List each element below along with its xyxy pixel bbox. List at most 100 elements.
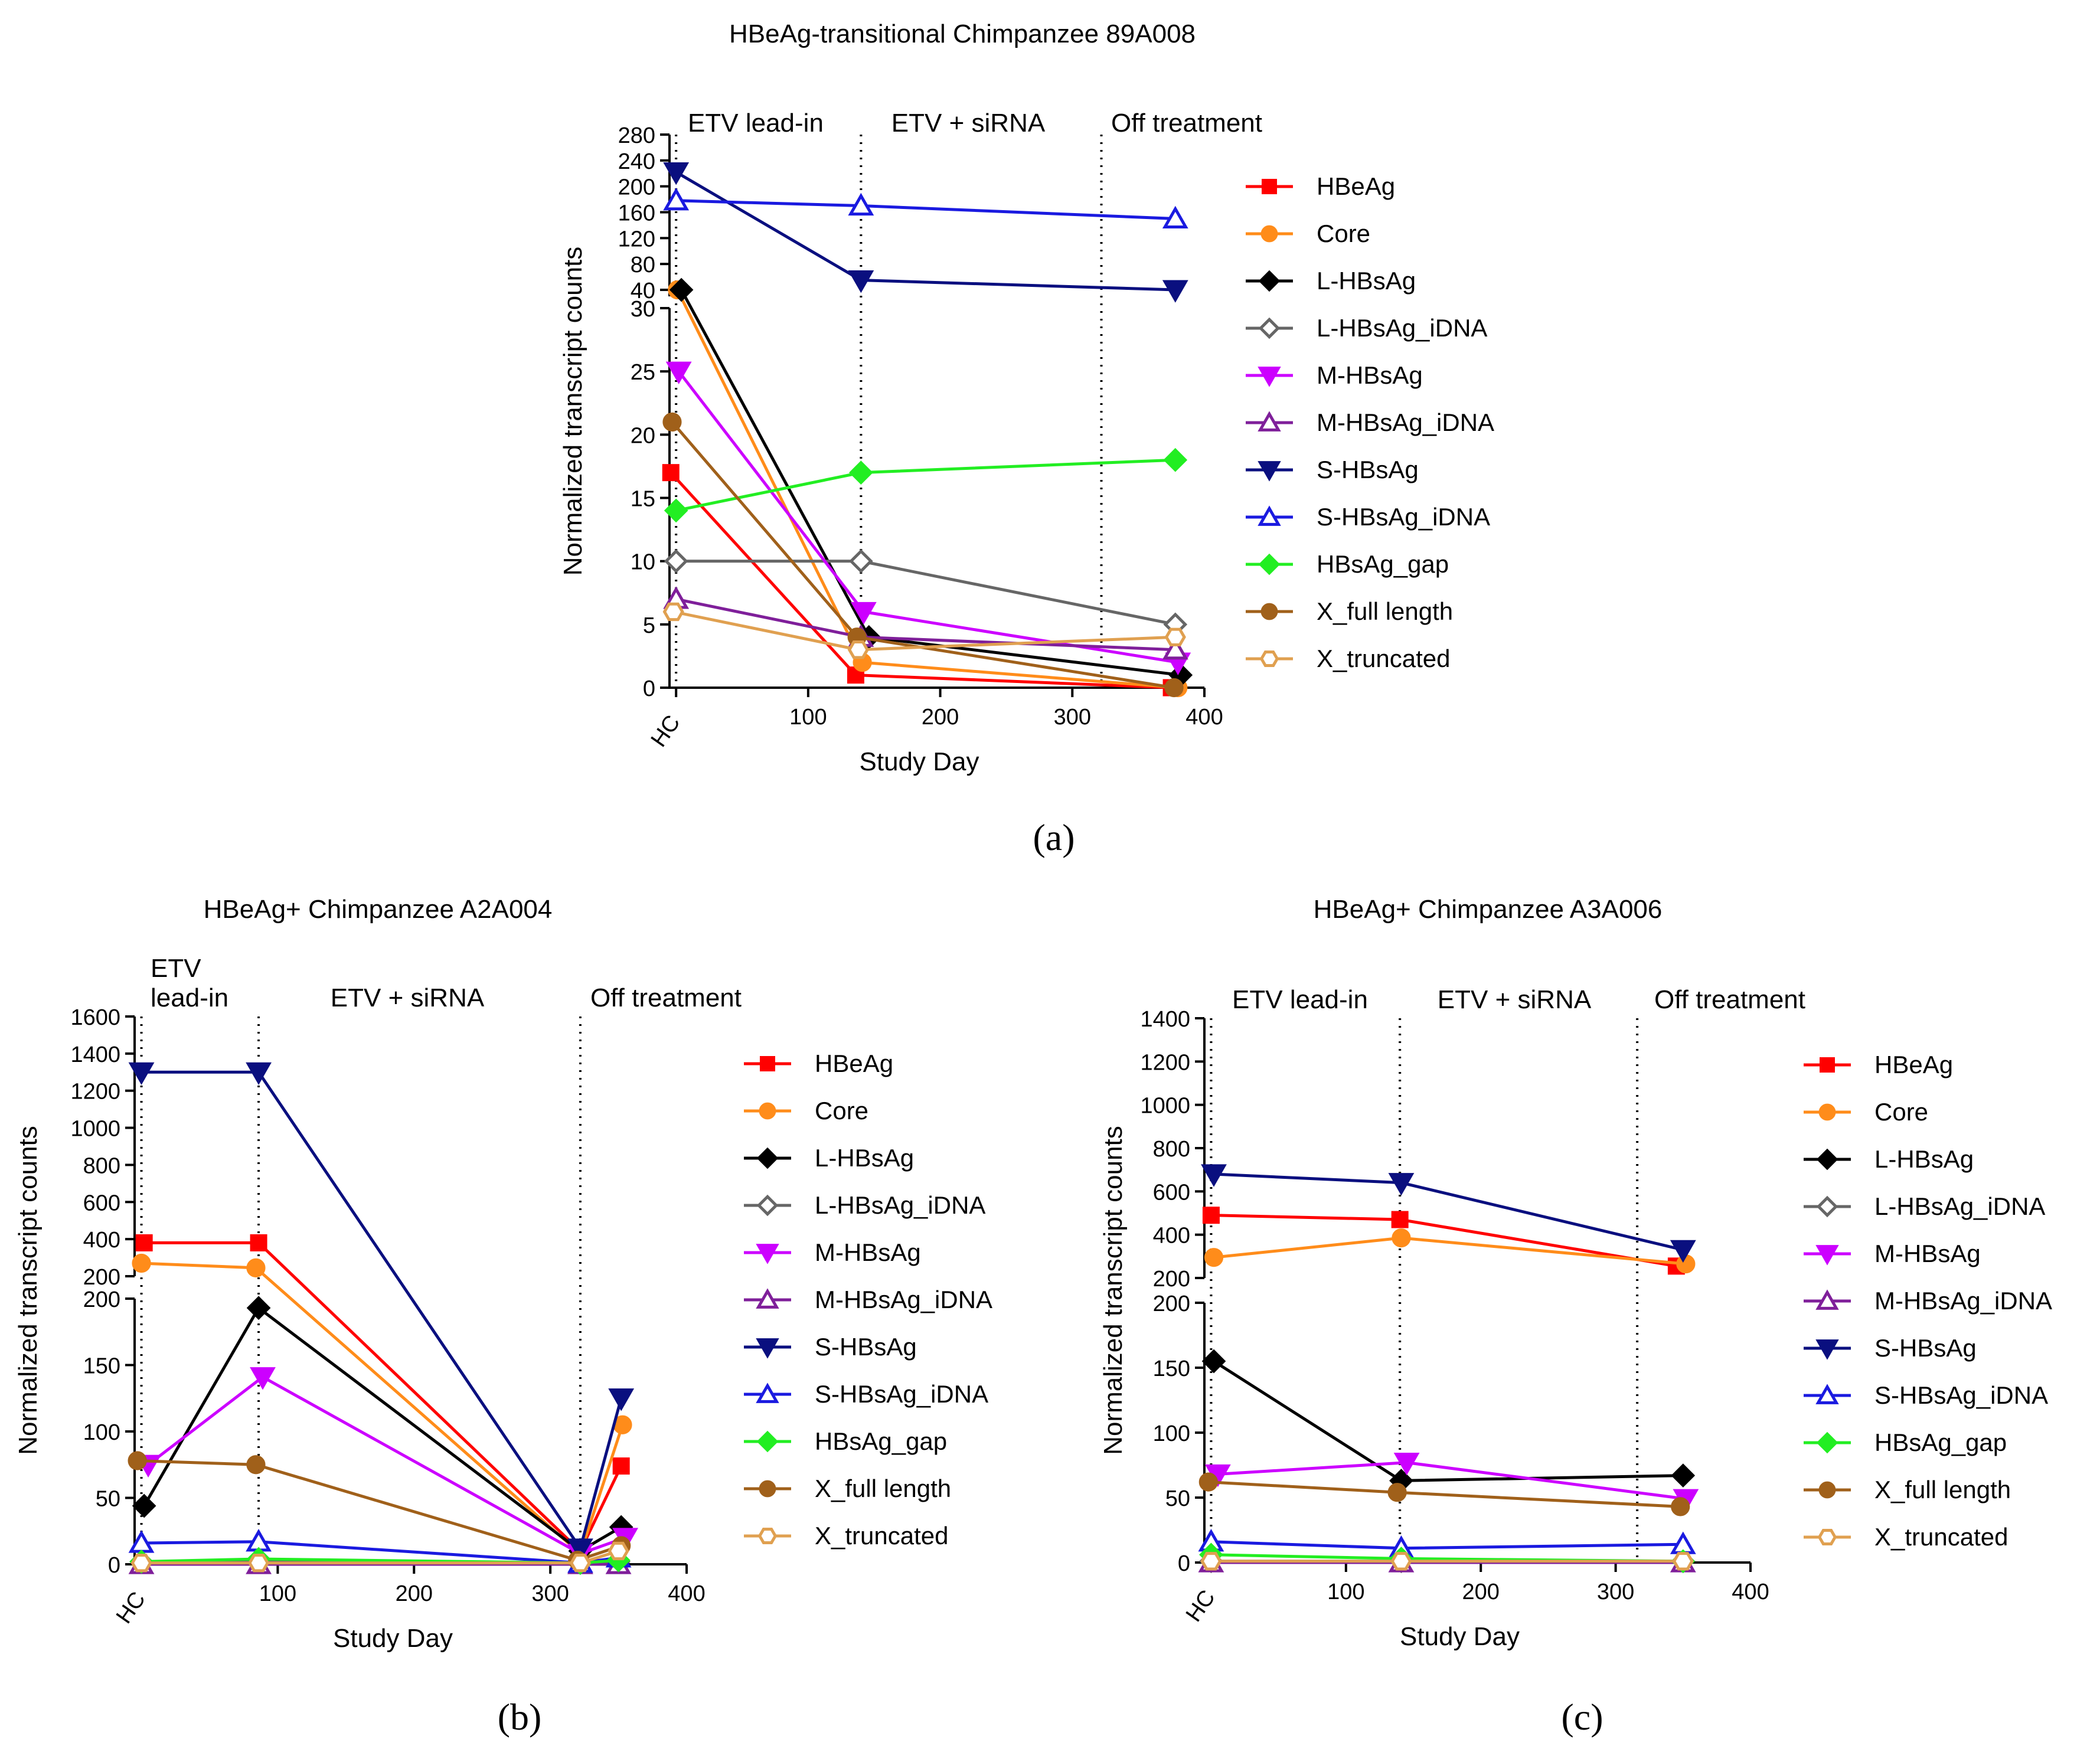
phase-label: ETV lead-in <box>688 109 824 138</box>
data-point-X_truncated-0 <box>662 602 684 622</box>
y-tick-label: 200 <box>83 1287 120 1312</box>
legend-marker <box>1817 1528 1837 1546</box>
legend-marker <box>1258 461 1281 482</box>
data-point-X_full length-1 <box>246 1455 266 1475</box>
y-tick-label: 0 <box>1178 1551 1190 1576</box>
x-tick-label: 400 <box>668 1581 705 1606</box>
legend-marker <box>1258 553 1281 576</box>
series-HBsAg_gap <box>664 447 1188 523</box>
data-point-X_truncated-2 <box>1164 627 1186 646</box>
y-tick-label: 400 <box>1153 1224 1190 1248</box>
series-Core <box>132 1253 632 1564</box>
data-point-M-HBsAg-1 <box>250 1367 276 1390</box>
legend-marker <box>1816 1431 1838 1454</box>
series-L-HBsAg <box>1201 1349 1696 1493</box>
y-tick-label: 200 <box>618 175 655 200</box>
legend-label: Core <box>1317 220 1370 247</box>
phase-label: ETV + siRNA <box>891 109 1046 138</box>
data-point-S-HBsAg-1 <box>246 1062 272 1086</box>
legend-marker <box>1815 1339 1839 1360</box>
legend-label: M-HBsAg <box>815 1238 921 1266</box>
legend-marker <box>1260 225 1278 243</box>
x-tick-label: 200 <box>1462 1580 1500 1604</box>
series-X_full length <box>1198 1472 1690 1516</box>
series-X_truncated <box>130 1541 629 1573</box>
x-tick-label: 400 <box>1732 1580 1769 1604</box>
series-line-Core <box>141 1261 624 1557</box>
data-point-M-HBsAg_iDNA-2 <box>1162 636 1188 660</box>
legend-label: X_full length <box>1874 1476 2011 1503</box>
series-S-HBsAg <box>1201 1164 1696 1263</box>
legend-marker <box>756 1430 779 1453</box>
legend-marker <box>1260 603 1278 620</box>
y-tick-label: 1200 <box>1140 1050 1190 1075</box>
data-point-HBeAg-3 <box>612 1457 630 1475</box>
legend-label: S-HBsAg_iDNA <box>1874 1381 2048 1409</box>
legend-label: M-HBsAg <box>1317 361 1423 389</box>
phase-label: Off treatment <box>1654 985 1805 1014</box>
series-X_full length <box>662 412 1184 698</box>
series-X_truncated <box>662 602 1186 659</box>
y-tick-label: 15 <box>631 487 655 512</box>
legend-label: Core <box>815 1097 868 1125</box>
legend-label: X_truncated <box>815 1522 949 1550</box>
legend-label: M-HBsAg_iDNA <box>815 1286 992 1313</box>
x-tick-label: 300 <box>1054 705 1091 730</box>
legend-label: X_truncated <box>1874 1523 2008 1551</box>
y-axis-label: Normalized transcript counts <box>559 247 587 576</box>
legend-label: M-HBsAg <box>1874 1240 1981 1267</box>
y-tick-label: 100 <box>1153 1421 1190 1446</box>
legend-marker <box>760 1056 775 1071</box>
data-point-S-HBsAg-0 <box>128 1062 155 1086</box>
y-tick-label: 160 <box>618 201 655 226</box>
legend-label: X_full length <box>1317 597 1453 625</box>
legend-label: HBeAg <box>815 1050 893 1077</box>
series-S-HBsAg_iDNA <box>663 188 1188 229</box>
data-point-Core-1 <box>246 1258 266 1277</box>
legend-label: M-HBsAg_iDNA <box>1874 1287 2052 1315</box>
x-axis-label: Study Day <box>333 1624 453 1653</box>
data-point-HBsAg_gap-2 <box>1163 447 1188 472</box>
data-point-HBeAg-1 <box>1391 1211 1409 1228</box>
data-point-X_truncated-1 <box>247 1554 270 1573</box>
legend-marker <box>1258 317 1281 339</box>
legend-label: S-HBsAg_iDNA <box>1317 503 1490 531</box>
legend-marker <box>1259 650 1279 668</box>
x-tick-label: HC <box>1181 1586 1220 1626</box>
y-tick-label: 40 <box>631 279 655 303</box>
y-tick-label: 120 <box>618 227 655 251</box>
data-point-S-HBsAg_iDNA-0 <box>663 188 690 211</box>
x-tick-label: HC <box>112 1587 151 1628</box>
phase-label: ETV lead-in <box>1232 985 1368 1014</box>
legend-marker <box>1818 1481 1836 1499</box>
series-line-X_full length <box>137 1459 622 1562</box>
data-point-L-HBsAg-2 <box>1671 1463 1696 1488</box>
x-tick-label: 200 <box>396 1581 433 1606</box>
series-line-L-HBsAg <box>680 289 1181 677</box>
panel-b: HBeAg+ Chimpanzee A2A0040501001502002004… <box>14 895 992 1738</box>
legend-label: S-HBsAg_iDNA <box>815 1380 988 1408</box>
data-point-S-HBsAg-0 <box>1201 1164 1227 1187</box>
data-point-X_full length-2 <box>1164 678 1184 698</box>
legend-label: L-HBsAg <box>815 1144 914 1172</box>
legend-label: S-HBsAg <box>815 1333 917 1361</box>
legend-label: HBsAg_gap <box>815 1427 947 1455</box>
y-tick-label: 400 <box>83 1228 120 1253</box>
panel-label: (a) <box>1033 816 1075 858</box>
y-tick-label: 1000 <box>1140 1094 1190 1119</box>
series-line-HBeAg <box>144 1241 623 1554</box>
data-point-L-HBsAg_iDNA-0 <box>664 549 688 574</box>
data-point-X_full length-1 <box>1387 1483 1407 1502</box>
y-tick-label: 100 <box>83 1420 120 1445</box>
legend-label: L-HBsAg_iDNA <box>815 1191 985 1219</box>
data-point-HBeAg-0 <box>662 464 680 482</box>
legend-marker <box>756 1244 779 1264</box>
y-tick-label: 1600 <box>70 1005 120 1030</box>
x-tick-label: 200 <box>922 705 959 730</box>
legend-label: L-HBsAg_iDNA <box>1317 314 1487 342</box>
legend-marker <box>1262 179 1277 194</box>
data-point-X_truncated-0 <box>1200 1552 1222 1571</box>
y-tick-label: 280 <box>618 123 655 148</box>
y-tick-label: 1200 <box>70 1080 120 1104</box>
legend-label: S-HBsAg <box>1874 1334 1977 1362</box>
